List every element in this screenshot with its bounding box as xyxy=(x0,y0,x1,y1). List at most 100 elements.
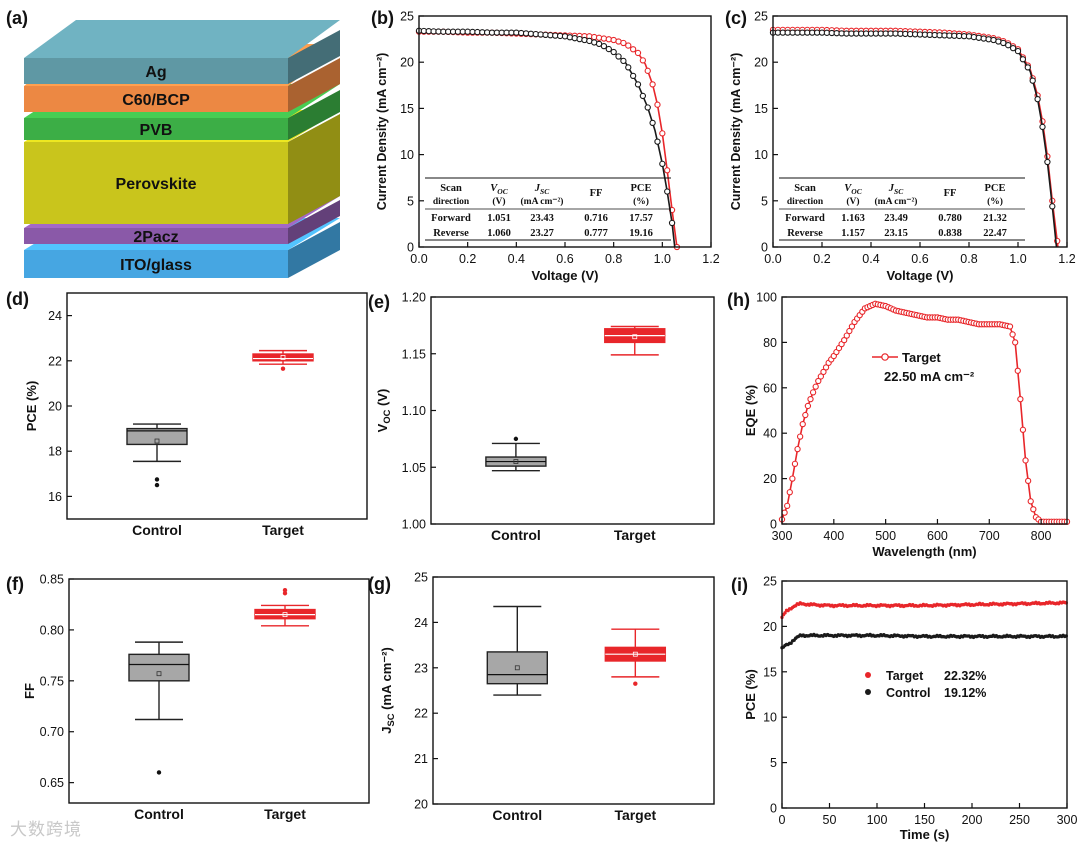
y-axis-label-group: JSC (mA cm⁻²) xyxy=(379,647,396,734)
x-tick-label: 1.0 xyxy=(1009,252,1026,266)
data-point-target xyxy=(1022,457,1029,464)
layer-side xyxy=(288,90,340,140)
y-tick-label: 0 xyxy=(407,241,414,255)
y-axis-label: Current Density (mA cm⁻²) xyxy=(375,53,389,211)
data-point-target xyxy=(809,389,817,396)
layer-label: 2Pacz xyxy=(133,229,178,246)
data-point-reverse xyxy=(629,46,637,53)
table-cell: 0.716 xyxy=(584,213,608,224)
data-point-target xyxy=(1006,323,1014,330)
layer-label: Ag xyxy=(145,64,166,81)
x-tick-label: 1.2 xyxy=(1058,252,1075,266)
x-tick-label: 0.0 xyxy=(764,252,781,266)
category-label: Target xyxy=(262,522,304,538)
data-point-reverse xyxy=(1044,158,1051,166)
y-tick-label: 24 xyxy=(48,309,62,323)
data-point-forward xyxy=(664,188,671,195)
data-point-target xyxy=(841,336,848,344)
data-point-forward xyxy=(629,72,637,80)
data-point-reverse xyxy=(1024,64,1031,71)
x-tick-label: 400 xyxy=(823,529,844,543)
y-tick-label: 18 xyxy=(48,445,62,459)
outlier-point xyxy=(154,477,160,482)
data-point-target xyxy=(786,489,793,496)
data-point-target xyxy=(1024,477,1032,485)
data-point-target xyxy=(817,373,825,380)
data-point-forward xyxy=(581,36,588,44)
y-axis-label-group: Current Density (mA cm⁻²) xyxy=(729,53,743,211)
box-mean xyxy=(513,459,519,464)
legend-marker xyxy=(881,353,889,361)
x-tick-label: 1.2 xyxy=(702,252,719,266)
y-axis-label: EQE (%) xyxy=(743,385,758,436)
table-header-pce: PCE xyxy=(631,183,652,194)
y-tick-label: 0 xyxy=(770,518,777,532)
x-tick-label: 300 xyxy=(772,529,793,543)
data-point-reverse xyxy=(1005,42,1012,49)
plot-frame xyxy=(432,576,715,805)
table-header-voc: VOC xyxy=(844,183,862,196)
box-mean xyxy=(514,665,520,671)
panel-letter: (g) xyxy=(368,574,391,594)
data-point-reverse xyxy=(1014,47,1022,55)
watermark: 大数跨境 xyxy=(10,820,82,840)
data-point-target xyxy=(1014,367,1021,374)
panel-letter: (i) xyxy=(731,575,748,595)
panel-letter: (b) xyxy=(371,8,394,28)
table-cell: 1.163 xyxy=(841,213,865,224)
layer-side xyxy=(288,222,340,278)
x-axis-label: Voltage (V) xyxy=(532,268,599,283)
y-tick-label: 20 xyxy=(414,798,428,812)
table-header-unit: direction xyxy=(433,197,470,207)
table-header-unit: (mA cm⁻²) xyxy=(875,196,918,207)
y-tick-label: 10 xyxy=(400,148,414,162)
series-target xyxy=(780,600,1068,620)
table-header-voc: VOC xyxy=(490,183,508,196)
layer-side xyxy=(288,114,340,224)
table-header-jsc: JSC xyxy=(888,183,904,196)
y-axis-label-group: EQE (%) xyxy=(743,385,758,436)
layer-front xyxy=(24,228,288,244)
layer-front xyxy=(24,250,288,278)
y-tick-label: 15 xyxy=(754,102,768,116)
y-tick-label: 25 xyxy=(754,10,768,24)
table-cell: Reverse xyxy=(787,228,823,239)
legend-marker xyxy=(865,689,871,695)
y-tick-label: 80 xyxy=(763,336,777,350)
table-cell: 21.32 xyxy=(983,213,1007,224)
category-label: Control xyxy=(132,522,182,538)
y-tick-label: 20 xyxy=(763,472,777,486)
x-tick-label: 250 xyxy=(1009,813,1030,827)
y-tick-label: 25 xyxy=(763,575,777,589)
data-point-reverse xyxy=(1034,96,1041,103)
data-point-reverse xyxy=(1000,39,1007,47)
data-point-target xyxy=(781,509,788,516)
y-tick-label: 1.05 xyxy=(402,461,426,475)
box-iqr xyxy=(486,651,548,685)
outlier-point xyxy=(282,591,288,596)
x-tick-label: 800 xyxy=(1031,529,1052,543)
table-cell: 23.49 xyxy=(884,213,908,224)
data-point-target xyxy=(794,445,801,453)
x-tick-label: 0.0 xyxy=(410,252,427,266)
data-point-forward xyxy=(571,35,578,42)
y-tick-label: 1.20 xyxy=(402,291,426,305)
data-point-reverse xyxy=(620,39,627,47)
data-point-target xyxy=(1027,498,1034,505)
data-point-reverse xyxy=(980,35,987,42)
layer-ag: Ag xyxy=(24,20,340,84)
x-axis-label: Time (s) xyxy=(900,827,950,842)
data-point-reverse xyxy=(639,57,647,64)
data-point-target xyxy=(1017,395,1024,403)
data-point-reverse xyxy=(1049,203,1056,210)
y-tick-label: 5 xyxy=(770,756,777,770)
data-point-reverse xyxy=(970,33,978,41)
box-iqr xyxy=(126,427,188,446)
y-tick-label: 20 xyxy=(48,400,62,414)
category-label: Control xyxy=(492,807,542,823)
outlier-point xyxy=(280,366,286,371)
x-tick-label: 150 xyxy=(914,813,935,827)
y-tick-label: 0.65 xyxy=(40,776,64,790)
data-point-target xyxy=(791,460,799,467)
